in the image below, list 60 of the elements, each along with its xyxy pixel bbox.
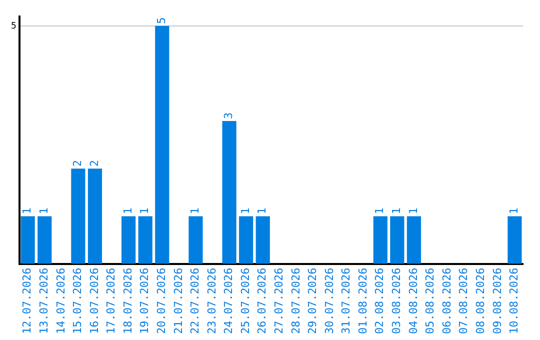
data-label: 2 [71,160,84,167]
data-label: 1 [256,208,269,214]
x-tick-label: 15.07.2026 [71,268,84,334]
data-label: 1 [138,208,152,214]
x-tick-label: 10.08.2026 [508,268,521,334]
x-tick-label: 04.08.2026 [406,268,420,334]
data-label: 1 [406,208,420,214]
data-label: 1 [188,208,202,214]
bar [256,216,270,264]
bar [239,216,254,264]
bar [121,216,136,264]
x-tick-label: 03.08.2026 [390,268,404,334]
bar [188,216,203,264]
bar [138,216,152,264]
x-tick-label: 16.07.2026 [88,268,101,334]
x-tick-label: 22.07.2026 [188,268,202,334]
data-label: 2 [88,160,101,167]
bar [155,26,170,264]
x-tick-label: 01.08.2026 [356,268,370,334]
data-label: 1 [20,208,34,214]
bar [20,216,35,264]
x-tick-label: 27.07.2026 [272,268,286,334]
x-tick-label: 24.07.2026 [222,268,236,334]
x-tick-label: 19.07.2026 [138,268,152,334]
bar [406,216,422,264]
data-label: 5 [154,17,168,24]
x-tick-label: 30.07.2026 [322,268,336,334]
data-label: 1 [37,208,50,214]
data-label: 1 [238,208,252,214]
x-tick-label: 26.07.2026 [256,268,269,334]
x-tick-label: 05.08.2026 [424,268,437,334]
data-label: 1 [121,208,134,214]
x-tick-label: 31.07.2026 [340,268,353,334]
data-label: 1 [390,208,404,214]
x-tick-label: 29.07.2026 [306,268,320,334]
bar [88,168,102,264]
bar [222,121,236,264]
x-tick-label: 09.08.2026 [490,268,504,334]
x-tick-label: 23.07.2026 [205,268,218,334]
data-label: 1 [508,208,521,214]
x-tick-label: 17.07.2026 [104,268,118,334]
x-tick-label: 08.08.2026 [474,268,487,334]
bar [373,216,388,264]
data-label: 1 [373,208,386,214]
bar [38,216,52,264]
bar [71,168,86,264]
x-tick-label: 28.07.2026 [289,268,302,334]
x-tick-label: 06.08.2026 [440,268,454,334]
x-tick-label: 20.07.2026 [154,268,168,334]
data-label: 3 [222,112,236,120]
bar [390,216,404,264]
x-tick-label: 07.08.2026 [457,268,470,334]
x-tick-label: 25.07.2026 [238,268,252,334]
x-tick-label: 14.07.2026 [54,268,68,334]
x-tick-label: 21.07.2026 [172,268,185,334]
x-tick-label: 12.07.2026 [20,268,34,334]
bar [508,216,522,264]
x-tick-label: 13.07.2026 [37,268,50,334]
x-tick-label: 18.07.2026 [121,268,134,334]
x-tick-label: 02.08.2026 [373,268,386,334]
